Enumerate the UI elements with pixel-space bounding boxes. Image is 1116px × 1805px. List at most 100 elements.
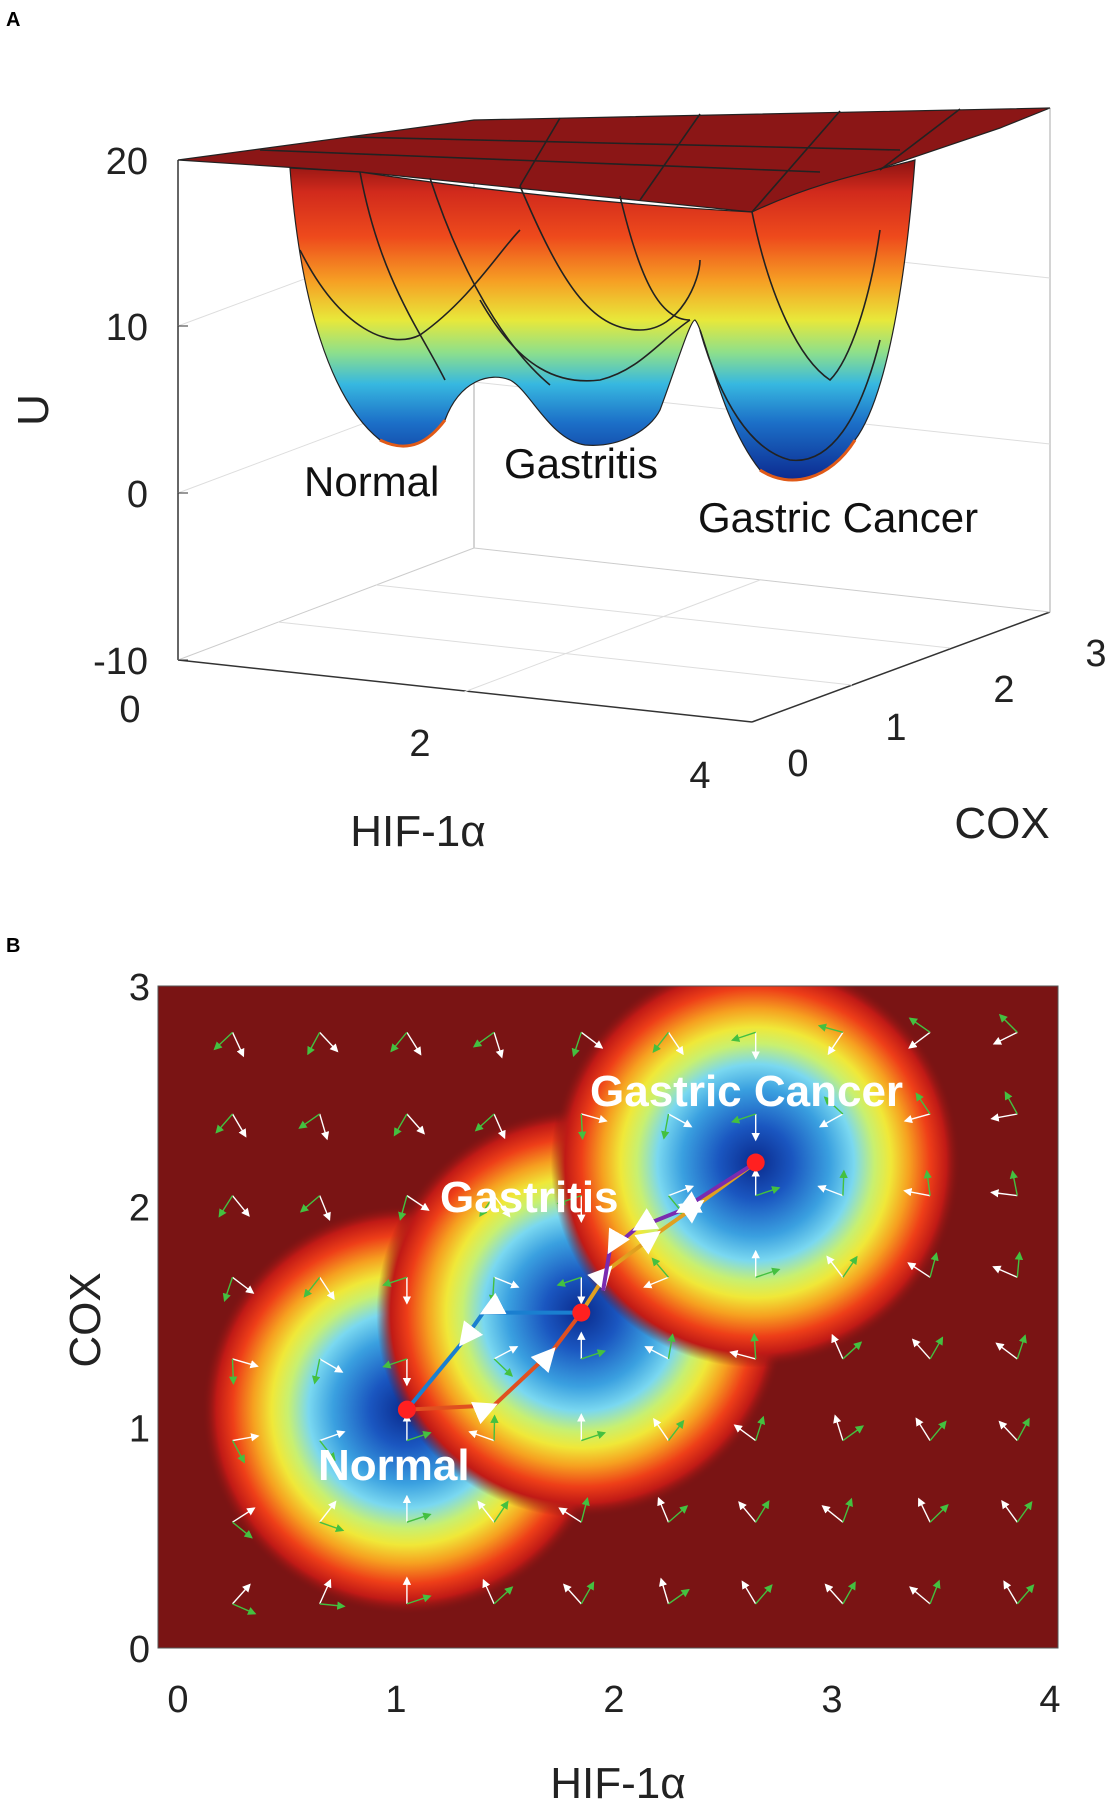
curl-arrow bbox=[406, 1594, 432, 1605]
curl-arrow bbox=[730, 1031, 756, 1042]
gradient-arrow bbox=[908, 1031, 931, 1049]
gradient-arrow bbox=[319, 1031, 339, 1053]
curl-arrow bbox=[839, 1169, 848, 1196]
gradient-arrow bbox=[918, 1497, 931, 1523]
gradient-arrow bbox=[319, 1358, 344, 1373]
gradient-arrow bbox=[826, 1255, 844, 1278]
curl-arrow bbox=[581, 1349, 607, 1360]
curl-arrow bbox=[382, 1358, 408, 1369]
curl-arrow bbox=[382, 1276, 408, 1287]
state-label-gastric-cancer: Gastric Cancer bbox=[698, 494, 978, 541]
y-tick-label: 2 bbox=[129, 1188, 150, 1230]
state-point bbox=[572, 1303, 591, 1322]
gradient-arrow bbox=[581, 1113, 608, 1124]
gradient-arrow bbox=[831, 1333, 844, 1360]
curl-arrow bbox=[406, 1512, 432, 1523]
gradient-arrow bbox=[990, 1113, 1018, 1122]
gradient-arrow bbox=[468, 1430, 495, 1442]
gradient-arrow bbox=[992, 1031, 1018, 1045]
curl-arrow bbox=[231, 1440, 245, 1464]
gradient-arrow bbox=[493, 1032, 504, 1059]
curl-arrow bbox=[842, 1425, 865, 1442]
curl-arrow bbox=[581, 1431, 607, 1442]
curl-arrow bbox=[556, 1194, 582, 1206]
transition-path bbox=[405, 1292, 582, 1411]
curl-arrow bbox=[479, 1195, 495, 1218]
gradient-arrow bbox=[319, 1276, 335, 1301]
curl-arrow bbox=[667, 1333, 676, 1360]
gradient-arrow bbox=[477, 1500, 495, 1523]
gradient-arrow bbox=[741, 1580, 757, 1605]
energy-landscape-surface bbox=[177, 107, 1051, 482]
mesh-line bbox=[359, 171, 446, 381]
grid-line bbox=[473, 547, 1051, 613]
gradient-arrow bbox=[915, 1417, 931, 1441]
curl-arrow bbox=[493, 1500, 509, 1523]
gradient-arrow bbox=[998, 1420, 1018, 1442]
panel-b-heatmap bbox=[158, 986, 1058, 1648]
curl-arrow bbox=[750, 1332, 759, 1359]
gradient-arrow bbox=[817, 1184, 844, 1197]
mesh-line bbox=[259, 149, 821, 173]
curl-arrow bbox=[755, 1267, 781, 1278]
curl-arrow bbox=[915, 1092, 931, 1115]
wells-body bbox=[289, 159, 916, 481]
state-label-gastritis: Gastritis bbox=[504, 440, 658, 487]
gradient-arrow bbox=[319, 1500, 337, 1523]
curl-arrow bbox=[319, 1601, 346, 1610]
gradient-arrow bbox=[319, 1430, 346, 1442]
curl-arrow bbox=[1016, 1417, 1030, 1441]
gradient-arrow bbox=[903, 1187, 931, 1197]
curl-arrow bbox=[755, 1415, 766, 1441]
curl-arrow bbox=[652, 1031, 670, 1053]
mesh-line bbox=[699, 329, 881, 462]
curl-arrow bbox=[298, 1113, 321, 1129]
x-tick-label: 4 bbox=[1039, 1679, 1060, 1721]
gradient-arrow bbox=[995, 1342, 1018, 1360]
gradient-arrow bbox=[668, 1113, 693, 1128]
state-label-normal: Normal bbox=[304, 458, 439, 505]
z-tick-label: 10 bbox=[106, 307, 148, 349]
x-tick-label: 3 bbox=[821, 1679, 842, 1721]
gradient-arrow bbox=[827, 1031, 844, 1056]
panel-b-tick-labels: 0 1 2 3 4 0 1 2 3 bbox=[129, 967, 1061, 1721]
curl-arrow bbox=[842, 1497, 853, 1523]
curl-arrow bbox=[668, 1588, 690, 1605]
gradient-arrow bbox=[232, 1433, 260, 1442]
curl-arrow bbox=[222, 1277, 234, 1302]
gradient-arrow bbox=[319, 1578, 332, 1605]
gradient-arrow bbox=[911, 1338, 931, 1360]
gradient-arrow bbox=[232, 1358, 259, 1369]
state-point bbox=[397, 1400, 416, 1419]
y-tick-label: 3 bbox=[129, 967, 150, 1009]
curl-arrow bbox=[842, 1255, 858, 1278]
curl-arrow bbox=[307, 1032, 321, 1056]
curl-arrow bbox=[580, 1581, 595, 1605]
z-tick-label: 0 bbox=[127, 474, 148, 516]
curl-arrow bbox=[472, 1031, 495, 1048]
gradient-arrow bbox=[909, 1586, 931, 1605]
grid-line bbox=[463, 579, 761, 693]
gradient-arrow bbox=[833, 1414, 844, 1441]
x-tick-label: 2 bbox=[409, 723, 430, 765]
gradient-arrow bbox=[406, 1195, 430, 1211]
curl-arrow bbox=[668, 1505, 689, 1523]
state-point bbox=[746, 1153, 765, 1172]
y-tick-label: 0 bbox=[129, 1629, 150, 1671]
axis-line bbox=[751, 611, 1051, 723]
y-tick-label: 1 bbox=[129, 1408, 150, 1450]
curl-arrow bbox=[213, 1031, 233, 1051]
curl-arrow bbox=[311, 1358, 321, 1385]
gradient-arrow bbox=[659, 1577, 670, 1605]
curl-arrow bbox=[493, 1586, 514, 1605]
plot-frame bbox=[157, 985, 1059, 1649]
gradient-arrow bbox=[1001, 1500, 1018, 1523]
mesh-line bbox=[619, 195, 691, 321]
gradient-arrow bbox=[482, 1578, 495, 1605]
gradient-arrow bbox=[319, 1195, 331, 1222]
curl-arrow bbox=[390, 1031, 408, 1053]
gradient-arrow bbox=[231, 1113, 247, 1138]
panel-b-label: B bbox=[6, 935, 20, 957]
x-axis-title: HIF-1α bbox=[350, 807, 485, 856]
curl-arrow bbox=[667, 1419, 685, 1441]
